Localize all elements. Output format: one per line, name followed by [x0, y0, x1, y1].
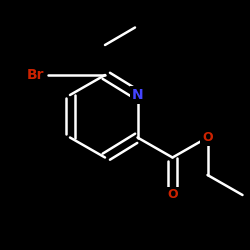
Text: O: O — [167, 188, 178, 202]
Text: N: N — [132, 88, 143, 102]
Text: Br: Br — [26, 68, 44, 82]
Text: O: O — [202, 131, 213, 144]
